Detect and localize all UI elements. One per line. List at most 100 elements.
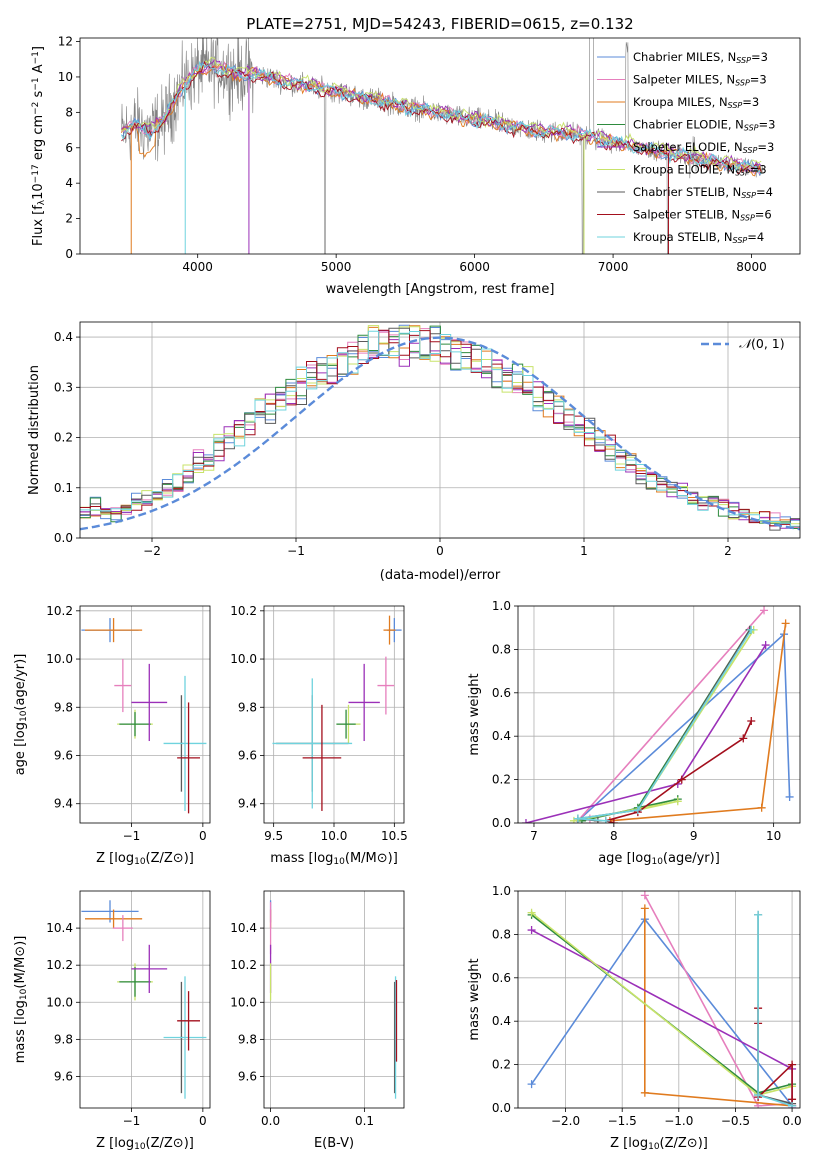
series-salpeter-stelib [754,1004,797,1108]
x-axis-label: Z [log10(Z/Z⊙)] [96,1136,194,1152]
y-tick-label: 2 [65,212,73,226]
axes-frame [517,605,801,824]
y-tick-label: 9.8 [238,1032,257,1046]
x-tick-label: 0 [199,1114,207,1128]
y-tick-label: 10.0 [230,652,257,666]
data-point-marker [747,625,756,634]
series-chabrier-stelib [754,910,797,1108]
y-tick-label: 0.6 [492,971,511,985]
y-tick-label: 10.0 [230,995,257,1009]
y-axis-label: mass weight [467,673,482,755]
data-point-marker [757,803,766,812]
y-tick-label: 9.4 [238,797,257,811]
series-kroupa-elodie [527,908,797,1099]
y-tick-label: 0.2 [492,1058,511,1072]
data-point-marker [760,606,769,615]
y-axis-label: age [log10(age/yr)] [13,654,29,776]
axes-frame [79,605,211,824]
model-line-kroupa-stelib [121,60,762,175]
y-tick-label: 9.8 [54,700,73,714]
grid-mass_weight_vs_age [518,605,800,824]
errorbar-salpeter-miles [114,659,132,713]
x-tick-label: 0.0 [261,1114,280,1128]
y-tick-label: 0.8 [492,927,511,941]
series-salpeter-elodie [521,641,770,823]
x-tick-label: 7 [530,829,538,843]
y-tick-label: 10.2 [230,604,257,618]
data-point-marker [527,926,536,935]
y-tick-label: 10 [58,70,73,84]
plot-area-spectrum [121,38,763,254]
plot-area-residuals [80,324,800,531]
axes-frame [79,890,211,1109]
errorbar-salpeter-elodie [348,663,380,742]
y-axis-label: mass weight [467,958,482,1040]
series-line [644,894,793,1107]
x-tick-label: 0.1 [355,1114,374,1128]
y-tick-label: 8 [65,105,73,119]
normal-distribution-curve [80,336,800,531]
series-line [530,917,793,1107]
legend-entry-label: Chabrier MILES, NSSP=3 [633,50,768,65]
ticks-mass_vs_ebv: 0.0 0.1 9.6 9.8 10.0 10.2 10.4 [230,921,374,1128]
data-point-marker [609,819,618,823]
legend-entry-label: Kroupa STELIB, NSSP=4 [633,230,764,245]
series-kroupa-miles [640,904,797,1108]
ticks-age_vs_Z: −1 0 9.4 9.6 9.8 10.0 10.2 [46,604,206,843]
series-chabrier-elodie [527,910,797,1097]
series-chabrier-miles [573,630,794,823]
x-tick-label: 0.0 [783,1114,802,1128]
y-tick-label: 0.0 [54,531,73,545]
grid-age_vs_Z [80,606,210,823]
errorbar-chabrier-elodie [119,712,151,737]
ticks-mass_weight_vs_age: 7 8 9 10 0.0 0.2 0.4 0.6 0.8 1.0 [492,599,781,843]
x-tick-label: 0 [199,829,207,843]
y-tick-label: 9.6 [238,748,257,762]
y-axis-label: Normed distribution [27,365,42,495]
errorbar-chabrier-elodie [119,967,151,997]
plot-area-mass_vs_Z [81,900,207,1099]
errorbar-kroupa-stelib [163,976,207,1099]
series-salpeter-elodie [527,926,797,1108]
y-tick-label: 10.0 [46,995,73,1009]
figure-title: PLATE=2751, MJD=54243, FIBERID=0615, z=0… [246,15,633,33]
errorbar-salpeter-stelib [177,991,200,1051]
x-axis-label: wavelength [Angstrom, rest frame] [326,282,555,297]
legend-entry-label: Salpeter MILES, NSSP=3 [633,73,767,88]
x-tick-label: 10.0 [321,829,348,843]
data-point-marker [747,717,756,726]
x-tick-label: 9.5 [264,829,283,843]
x-tick-label: −1 [287,544,305,558]
data-point-marker [761,641,770,650]
series-salpeter-miles [573,606,769,823]
x-tick-label: −1.5 [608,1114,637,1128]
chart-mass_weight_vs_age: 7 8 9 10 0.0 0.2 0.4 0.6 0.8 1.0 age [log10(age/yr… [467,599,801,867]
errorbar-kroupa-miles [85,618,143,643]
series-line [531,929,793,1108]
errorbar-salpeter-stelib [302,704,342,811]
series-kroupa-stelib [754,910,797,1108]
y-tick-label: 9.8 [238,700,257,714]
x-tick-label: 7000 [598,260,629,274]
legend-entry-label: Kroupa ELODIE, NSSP=3 [633,163,767,178]
data-point-marker [788,1060,797,1069]
y-tick-label: 10.2 [46,604,73,618]
data-point-marker [754,1090,763,1099]
y-tick-label: 0.4 [492,729,511,743]
legend-residuals: 𝒩(0, 1) [701,336,785,351]
y-tick-label: 1.0 [492,599,511,613]
x-tick-label: −2.0 [551,1114,580,1128]
y-tick-label: 9.4 [54,797,73,811]
x-axis-label: Z [log10(Z/Z⊙)] [96,851,194,867]
series-kroupa-stelib [573,625,756,823]
chart-age_vs_Z: −1 0 9.4 9.6 9.8 10.0 10.2 Z [log10(Z/Z⊙)] age [… [13,604,211,867]
ticks-mass_weight_vs_Z: −2.0 −1.5 −1.0 −0.5 0.0 0.0 0.2 0.4 0.6 0.8 1.0 [492,884,802,1128]
legend-entry-label: 𝒩(0, 1) [739,336,785,351]
plot-area-age_vs_mass [272,615,402,811]
y-tick-label: 9.6 [54,1069,73,1083]
x-tick-label: 2 [724,544,732,558]
y-axis-label: Flux [fλ10−17 erg cm−2 s−1 A−1] [31,46,47,246]
legend-entry-label: Chabrier ELODIE, NSSP=3 [633,118,775,133]
x-axis-label: age [log10(age/yr)] [598,851,720,867]
series-line [757,914,793,1105]
